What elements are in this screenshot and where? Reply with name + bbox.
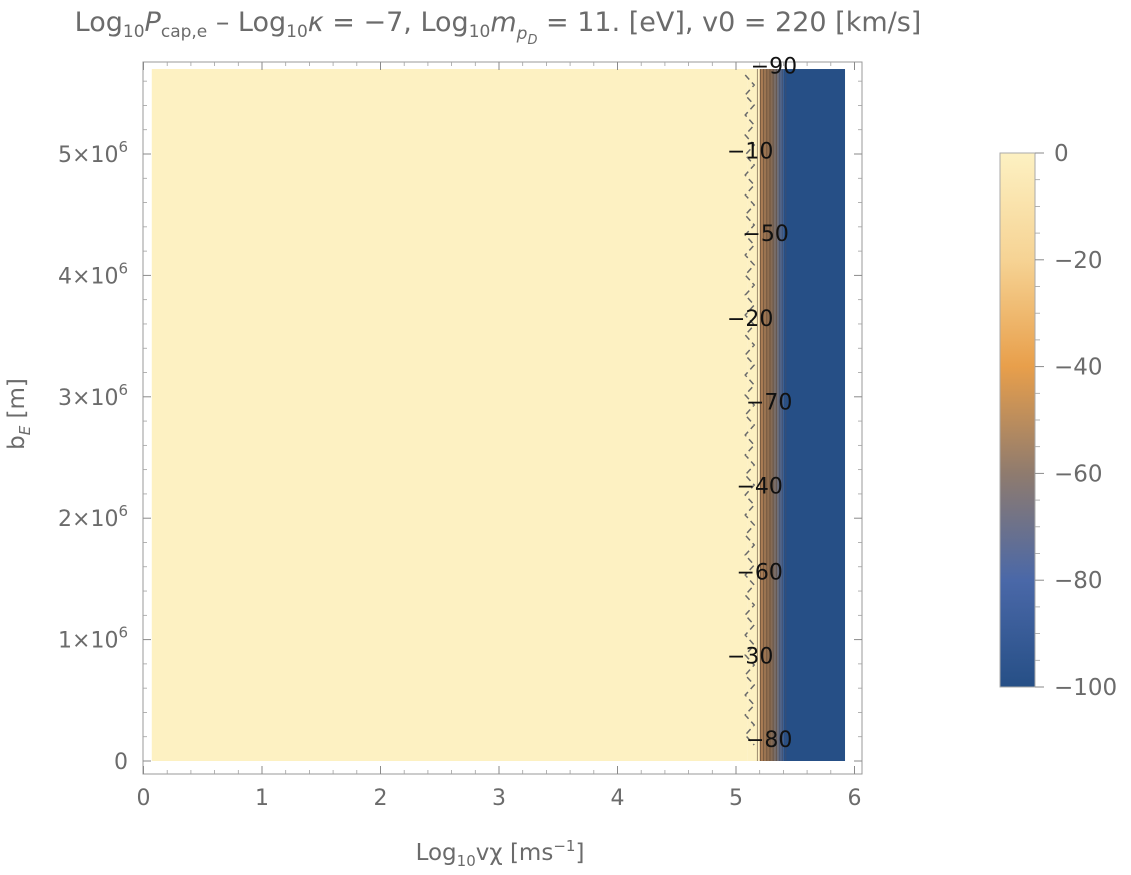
colorbar-tick-label: −100 [1054, 675, 1117, 701]
chart-title: Log10Pcap,e – Log10κ = −7, Log10mpD = 11… [75, 7, 922, 48]
y-tick-label: 5×106 [58, 138, 128, 168]
y-tick-label: 4×106 [58, 259, 128, 289]
colorbar-tick-label: 0 [1054, 141, 1069, 167]
contour-line-dashed [744, 74, 756, 746]
y-tick-label: 1×106 [58, 624, 128, 654]
contour-label: −10 [727, 139, 773, 164]
contour-band [744, 69, 787, 761]
y-axis-ticks: 0 1×106 2×106 3×106 4×106 5×106 [58, 80, 862, 775]
x-tick-label: 0 [137, 786, 151, 811]
contour-label: −20 [727, 307, 773, 332]
colorbar-tick-label: −40 [1054, 355, 1103, 381]
contour-label: −50 [742, 222, 788, 247]
x-tick-label: 5 [729, 786, 743, 811]
colorbar [999, 152, 1036, 688]
x-tick-label: 6 [848, 786, 862, 811]
colorbar-tick-label: −60 [1054, 461, 1103, 487]
contour-labels: −90 −10 −50 −20 −70 −40 −60 −30 −80 [727, 54, 797, 753]
heatmap-region [747, 69, 760, 761]
x-tick-label: 1 [255, 786, 269, 811]
heatmap-regions [151, 69, 846, 761]
y-tick-label: 0 [114, 750, 128, 775]
heatmap-region [783, 69, 846, 761]
x-tick-label: 2 [374, 786, 388, 811]
x-axis-ticks: 0 1 2 3 4 5 6 [137, 62, 862, 811]
x-tick-label: 4 [611, 786, 625, 811]
colorbar-ticks: 0 −20 −40 −60 −80 −100 [1035, 141, 1117, 701]
y-axis-label: bE [m] [4, 378, 34, 450]
heatmap-region [151, 69, 748, 761]
contour-label: −70 [746, 391, 792, 416]
contour-label: −30 [727, 644, 773, 669]
y-tick-label: 2×106 [58, 502, 128, 532]
contour-label: −80 [746, 728, 792, 753]
contour-label: −90 [751, 54, 797, 79]
x-axis-label: Log10vχ [ms−1] [416, 837, 585, 870]
contour-label: −60 [736, 561, 782, 586]
plot-frame [142, 61, 863, 775]
heatmap-region [759, 69, 784, 761]
contour-label: −40 [736, 474, 782, 499]
colorbar-tick-label: −20 [1054, 248, 1103, 274]
y-tick-label: 3×106 [58, 381, 128, 411]
x-tick-label: 3 [492, 786, 506, 811]
colorbar-tick-label: −80 [1054, 568, 1103, 594]
